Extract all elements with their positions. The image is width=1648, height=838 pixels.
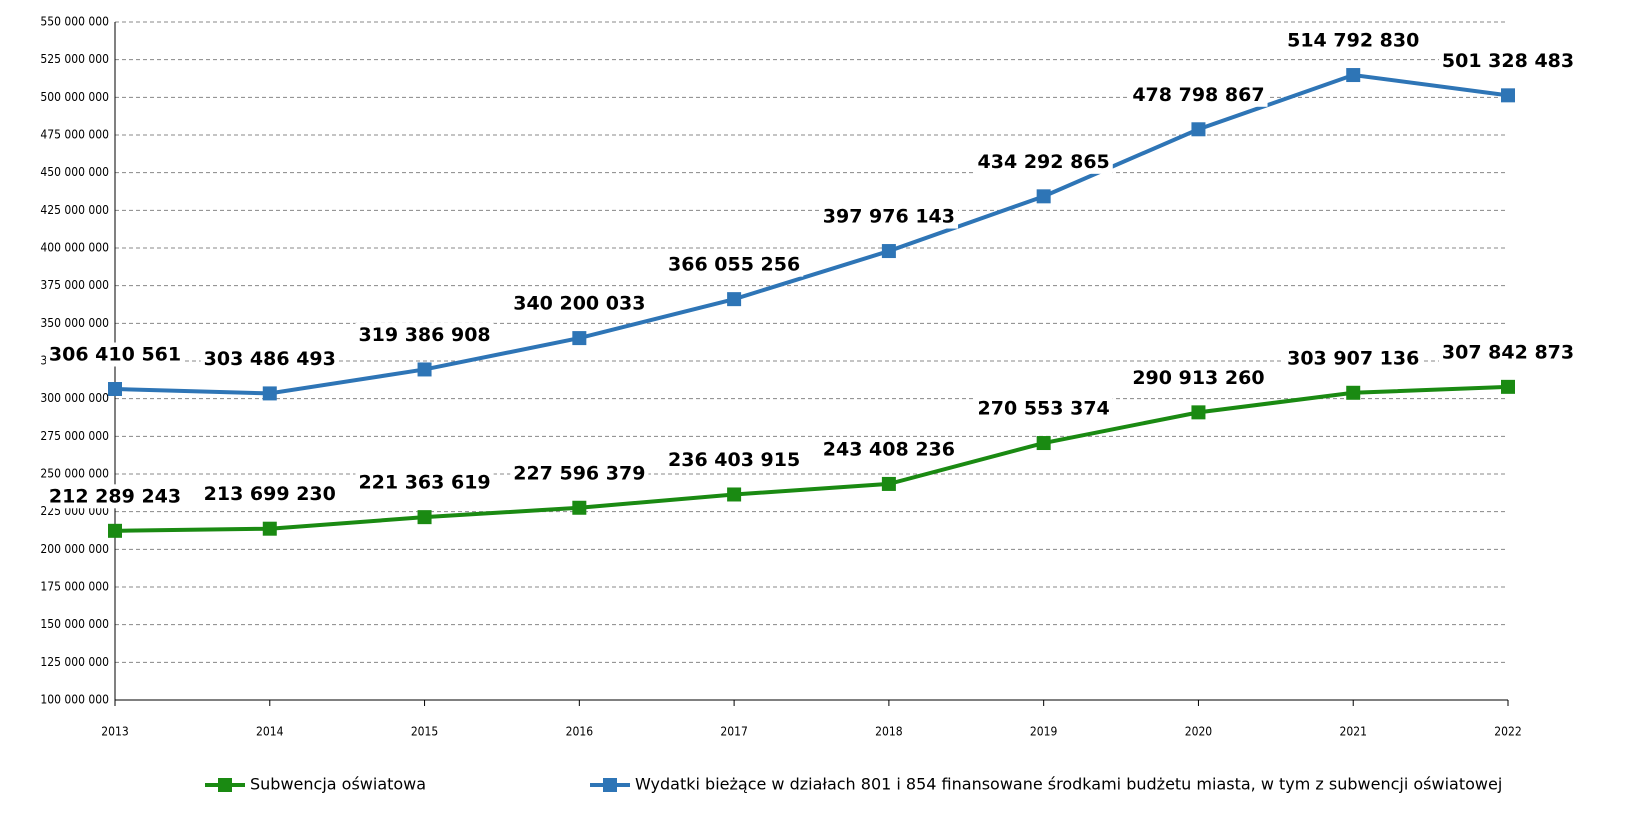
value-label-group: 366 055 256 bbox=[665, 253, 803, 277]
y-tick-label: 500 000 000 bbox=[40, 90, 109, 104]
value-label: 236 403 915 bbox=[668, 449, 800, 471]
value-label-group: 307 842 873 bbox=[1439, 340, 1577, 364]
series-line bbox=[115, 75, 1508, 393]
value-label-group: 319 386 908 bbox=[355, 323, 493, 347]
value-label-group: 213 699 230 bbox=[201, 482, 339, 506]
x-tick-label: 2017 bbox=[720, 725, 747, 739]
value-label: 227 596 379 bbox=[513, 462, 645, 484]
y-tick-label: 425 000 000 bbox=[40, 203, 109, 217]
y-tick-label: 175 000 000 bbox=[40, 580, 109, 594]
value-label-group: 236 403 915 bbox=[665, 448, 803, 472]
point-marker bbox=[1191, 122, 1205, 136]
x-tick-label: 2013 bbox=[101, 725, 128, 739]
point-marker bbox=[418, 362, 432, 376]
point-marker bbox=[727, 487, 741, 501]
chart: 100 000 000 125 000 000 150 000 000 175 000… bbox=[0, 0, 1648, 838]
value-label: 212 289 243 bbox=[49, 485, 181, 507]
x-tick-label: 2015 bbox=[411, 725, 438, 739]
value-label: 307 842 873 bbox=[1442, 341, 1574, 363]
value-label-group: 397 976 143 bbox=[820, 205, 958, 229]
value-label: 303 907 136 bbox=[1287, 347, 1419, 369]
point-marker bbox=[1037, 189, 1051, 203]
point-marker bbox=[1501, 88, 1515, 102]
value-label: 501 328 483 bbox=[1442, 50, 1574, 72]
point-marker bbox=[263, 522, 277, 536]
x-tick-label: 2018 bbox=[875, 725, 903, 739]
point-marker bbox=[1346, 386, 1360, 400]
y-tick-label: 450 000 000 bbox=[40, 165, 109, 179]
y-tick-label: 300 000 000 bbox=[40, 391, 109, 405]
point-marker bbox=[1501, 380, 1515, 394]
point-marker bbox=[727, 292, 741, 306]
legend-marker bbox=[603, 778, 617, 792]
value-label-group: 227 596 379 bbox=[510, 461, 648, 485]
value-label: 319 386 908 bbox=[358, 324, 490, 346]
value-label: 434 292 865 bbox=[978, 151, 1110, 173]
x-tick-label: 2020 bbox=[1185, 725, 1213, 739]
legend-label: Subwencja oświatowa bbox=[250, 775, 426, 794]
value-label: 397 976 143 bbox=[823, 206, 955, 228]
value-label: 303 486 493 bbox=[204, 348, 336, 370]
value-label-group: 303 907 136 bbox=[1284, 346, 1422, 370]
value-label-group: 270 553 374 bbox=[975, 397, 1113, 421]
value-label-group: 306 410 561 bbox=[46, 343, 184, 367]
y-tick-label: 400 000 000 bbox=[40, 241, 109, 255]
point-marker bbox=[263, 386, 277, 400]
value-label: 290 913 260 bbox=[1132, 367, 1264, 389]
point-marker bbox=[1346, 68, 1360, 82]
value-label: 270 553 374 bbox=[978, 398, 1110, 420]
legend-label: Wydatki bieżące w działach 801 i 854 fin… bbox=[635, 775, 1502, 794]
legend-marker bbox=[218, 778, 232, 792]
value-label-group: 478 798 867 bbox=[1129, 83, 1267, 107]
point-marker bbox=[1037, 436, 1051, 450]
x-tick-label: 2014 bbox=[256, 725, 284, 739]
y-tick-label: 200 000 000 bbox=[40, 542, 109, 556]
value-label-group: 212 289 243 bbox=[46, 484, 184, 508]
value-label: 514 792 830 bbox=[1287, 30, 1419, 52]
y-tick-label: 100 000 000 bbox=[40, 693, 109, 707]
value-label-group: 514 792 830 bbox=[1284, 29, 1422, 53]
value-label-group: 221 363 619 bbox=[355, 471, 493, 495]
y-tick-label: 350 000 000 bbox=[40, 316, 109, 330]
x-tick-label: 2016 bbox=[566, 725, 594, 739]
y-tick-label: 125 000 000 bbox=[40, 655, 109, 669]
y-tick-label: 475 000 000 bbox=[40, 128, 109, 142]
point-marker bbox=[1191, 405, 1205, 419]
value-label: 243 408 236 bbox=[823, 438, 955, 460]
y-tick-label: 375 000 000 bbox=[40, 278, 109, 292]
y-tick-label: 150 000 000 bbox=[40, 617, 109, 631]
point-marker bbox=[108, 524, 122, 538]
point-marker bbox=[572, 331, 586, 345]
value-label-group: 303 486 493 bbox=[201, 347, 339, 371]
value-label-group: 340 200 033 bbox=[510, 292, 648, 316]
y-tick-label: 275 000 000 bbox=[40, 429, 109, 443]
y-tick-label: 550 000 000 bbox=[40, 15, 109, 29]
x-tick-label: 2021 bbox=[1339, 725, 1366, 739]
point-marker bbox=[882, 244, 896, 258]
point-marker bbox=[418, 510, 432, 524]
series-line bbox=[115, 387, 1508, 531]
y-tick-label: 250 000 000 bbox=[40, 467, 109, 481]
x-tick-label: 2022 bbox=[1494, 725, 1521, 739]
value-label: 478 798 867 bbox=[1132, 84, 1264, 106]
y-tick-label: 525 000 000 bbox=[40, 52, 109, 66]
point-marker bbox=[108, 382, 122, 396]
value-label-group: 434 292 865 bbox=[975, 150, 1113, 174]
value-label: 213 699 230 bbox=[204, 483, 336, 505]
value-label-group: 290 913 260 bbox=[1129, 366, 1267, 390]
value-label-group: 243 408 236 bbox=[820, 437, 958, 461]
value-label-group: 501 328 483 bbox=[1439, 49, 1577, 73]
value-label: 340 200 033 bbox=[513, 293, 645, 315]
x-tick-label: 2019 bbox=[1030, 725, 1058, 739]
point-marker bbox=[882, 477, 896, 491]
value-label: 366 055 256 bbox=[668, 254, 800, 276]
point-marker bbox=[572, 501, 586, 515]
value-label: 306 410 561 bbox=[49, 344, 181, 366]
value-label: 221 363 619 bbox=[358, 472, 490, 494]
